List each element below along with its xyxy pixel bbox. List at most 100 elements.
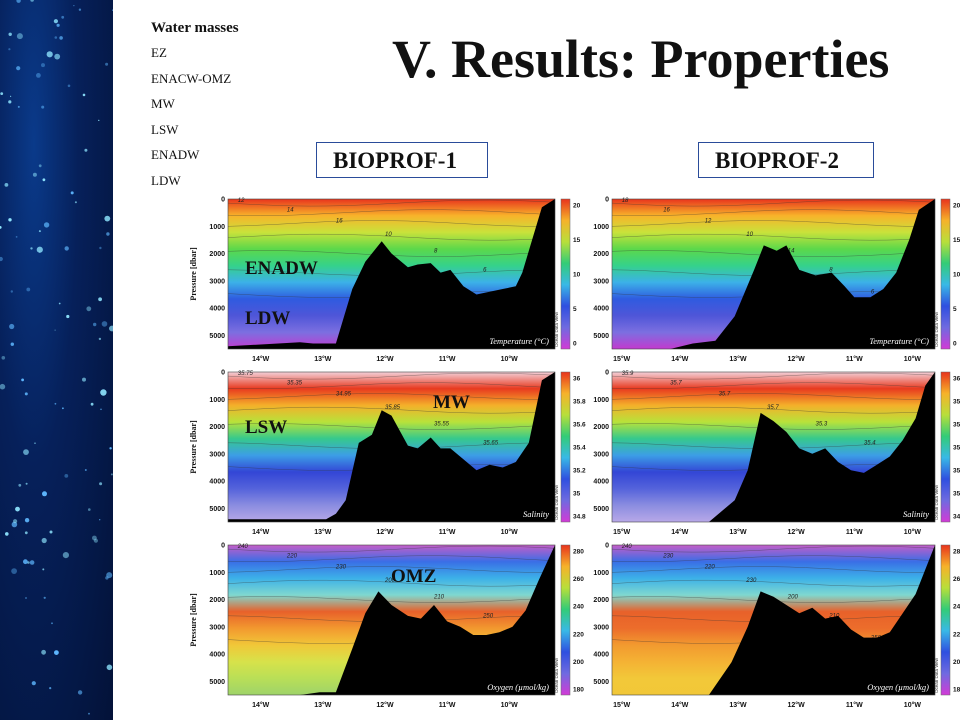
star bbox=[4, 183, 9, 187]
legend-item-mw: MW bbox=[151, 96, 175, 111]
star bbox=[36, 246, 43, 253]
contour-line bbox=[228, 596, 555, 603]
star bbox=[0, 256, 3, 262]
contour-label: 35.75 bbox=[238, 371, 254, 377]
star bbox=[77, 690, 83, 695]
star bbox=[18, 483, 22, 487]
seafloor-bathymetry bbox=[228, 545, 555, 695]
y-tick-label: 4000 bbox=[593, 479, 609, 486]
y-tick-label: 5000 bbox=[593, 333, 609, 340]
colorbar-tick-label: 240 bbox=[953, 604, 960, 611]
colorbar-tick-label: 35.4 bbox=[953, 445, 960, 452]
plot-frame bbox=[611, 544, 936, 696]
section-plot-svg: 12141610864010002000300040005000Pressure… bbox=[189, 197, 581, 364]
colorbar-tick-label: 0 bbox=[953, 341, 957, 348]
colorbar-tick-label: 5 bbox=[953, 306, 957, 313]
decorative-star-strip bbox=[0, 0, 113, 720]
star-field bbox=[0, 0, 113, 715]
star bbox=[105, 62, 109, 66]
y-tick-label: 5000 bbox=[593, 679, 609, 686]
colorbar bbox=[940, 544, 951, 696]
x-tick-label: 10°W bbox=[501, 701, 519, 709]
star bbox=[86, 306, 92, 312]
contour-line bbox=[612, 199, 935, 207]
x-tick-label: 12°W bbox=[376, 701, 394, 709]
y-axis-label: Pressure [dbar] bbox=[189, 593, 198, 647]
contour-label: 230 bbox=[335, 565, 347, 571]
y-tick-label: 5000 bbox=[209, 506, 225, 513]
contour-label: 200 bbox=[787, 595, 799, 601]
star bbox=[73, 5, 75, 7]
star bbox=[67, 84, 71, 88]
contour-label: 6 bbox=[483, 268, 487, 274]
colorbar bbox=[560, 198, 571, 350]
star bbox=[93, 538, 98, 543]
y-tick-label: 2000 bbox=[593, 251, 609, 258]
star bbox=[30, 247, 33, 250]
star bbox=[43, 222, 50, 228]
star bbox=[62, 552, 69, 559]
y-tick-label: 3000 bbox=[209, 278, 225, 285]
star bbox=[43, 596, 46, 599]
y-tick-label: 1000 bbox=[209, 224, 225, 231]
x-tick-label: 11°W bbox=[439, 701, 456, 709]
water-masses-legend: Water masses EZ ENACW-OMZ MW LSW ENADW L… bbox=[151, 18, 311, 197]
label-mw: MW bbox=[433, 392, 470, 413]
star bbox=[10, 290, 13, 293]
star bbox=[15, 506, 20, 512]
contour-label: 35.4 bbox=[864, 441, 876, 447]
star bbox=[101, 321, 108, 327]
x-tick-label: 14°W bbox=[252, 528, 270, 536]
x-tick-label: 12°W bbox=[787, 701, 805, 709]
contour-label: 18 bbox=[622, 198, 629, 204]
y-tick-label: 2000 bbox=[593, 424, 609, 431]
star bbox=[109, 447, 112, 450]
colorbar bbox=[940, 198, 951, 350]
contour-line bbox=[612, 566, 935, 573]
star bbox=[41, 649, 46, 655]
contour-line bbox=[612, 372, 935, 380]
star bbox=[8, 32, 12, 36]
colorbar-tick-label: 180 bbox=[953, 687, 960, 694]
variable-label: Temperature (°C) bbox=[869, 336, 929, 346]
star bbox=[16, 66, 21, 71]
star bbox=[98, 119, 100, 121]
section-plot-svg: 240 220 230 200 210 250 240 0 1000 2000 3000 4000 50… bbox=[189, 543, 584, 710]
star bbox=[54, 329, 56, 331]
contour-label: 35.7 bbox=[670, 381, 682, 387]
y-tick-label: 1000 bbox=[593, 224, 609, 231]
x-tick-label: 11°W bbox=[439, 355, 456, 363]
star bbox=[98, 337, 102, 341]
y-tick-label: 0 bbox=[605, 543, 609, 550]
star bbox=[64, 246, 69, 251]
x-tick-label: 13°W bbox=[729, 528, 747, 536]
star bbox=[104, 215, 111, 222]
y-tick-label: 5000 bbox=[593, 506, 609, 513]
seafloor-bathymetry bbox=[612, 372, 935, 522]
contour-line bbox=[612, 209, 935, 216]
colorbar-tick-label: 35.8 bbox=[953, 399, 960, 406]
x-tick-label: 11°W bbox=[846, 528, 863, 536]
colorbar-tick-label: 35 bbox=[953, 491, 960, 498]
star bbox=[84, 469, 87, 471]
y-tick-label: 4000 bbox=[593, 652, 609, 659]
star bbox=[24, 518, 30, 523]
star bbox=[16, 0, 21, 3]
contour-line bbox=[228, 579, 555, 587]
label-enadw: ENADW bbox=[245, 258, 318, 279]
colorbar-tick-label: 20 bbox=[573, 203, 581, 210]
odv-watermark: Ocean Data View bbox=[554, 657, 559, 693]
star bbox=[54, 650, 59, 655]
colorbar-tick-label: 36 bbox=[953, 376, 960, 383]
star bbox=[46, 51, 53, 58]
x-tick-label: 13°W bbox=[729, 701, 747, 709]
plot-frame bbox=[227, 371, 556, 523]
y-tick-label: 3000 bbox=[593, 451, 609, 458]
contour-line bbox=[228, 406, 555, 414]
star bbox=[92, 535, 97, 541]
x-tick-label: 11°W bbox=[846, 701, 863, 709]
star bbox=[11, 568, 17, 574]
colorbar-tick-label: 35 bbox=[573, 491, 581, 498]
colorbar-tick-label: 35.8 bbox=[573, 399, 586, 406]
legend-item-ldw: LDW bbox=[151, 172, 181, 188]
